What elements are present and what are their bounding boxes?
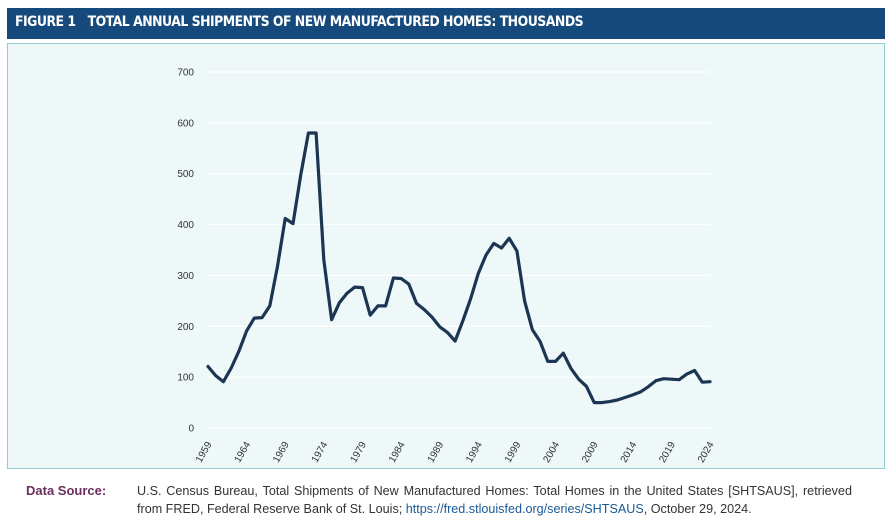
- chart-panel: 0 100 200 300 400 500 600 700 1959 1964 1969 1974 19…: [7, 43, 885, 469]
- y-tick-label: 0: [188, 424, 194, 435]
- y-tick-label: 100: [177, 373, 194, 384]
- x-tick-label: 1959: [194, 440, 215, 465]
- x-tick-label: 1974: [310, 440, 331, 465]
- series-line-0: [206, 131, 712, 405]
- x-tick-label: 1984: [387, 440, 408, 465]
- x-tick-label: 1994: [464, 440, 485, 465]
- figure-header: FIGURE 1 TOTAL ANNUAL SHIPMENTS OF NEW MA…: [7, 8, 885, 39]
- y-tick-label: 500: [177, 169, 194, 180]
- x-tick-label: 1969: [271, 440, 292, 465]
- y-tick-label: 300: [177, 271, 194, 282]
- source-text: U.S. Census Bureau, Total Shipments of N…: [137, 482, 852, 518]
- y-tick-label: 400: [177, 220, 194, 231]
- x-tick-label: 1964: [233, 440, 254, 465]
- x-tick-label: 1989: [426, 440, 447, 465]
- figure-label: FIGURE 1: [15, 14, 76, 30]
- source-description: U.S. Census Bureau, Total Shipments of N…: [137, 484, 852, 516]
- x-tick-label: 2009: [580, 440, 601, 465]
- x-tick-label: 2014: [619, 440, 640, 465]
- line-chart: 0 100 200 300 400 500 600 700 1959 1964 1969 1974 19…: [177, 68, 717, 465]
- y-tick-label: 700: [177, 68, 194, 79]
- figure-title: TOTAL ANNUAL SHIPMENTS OF NEW MANUFACTUR…: [87, 14, 584, 30]
- source-date: , October 29, 2024.: [643, 502, 752, 516]
- source-label: Data Source:: [26, 483, 107, 498]
- x-tick-label: 2024: [696, 440, 717, 465]
- y-tick-label: 600: [177, 118, 194, 129]
- source-link[interactable]: https://fred.stlouisfed.org/series/SHTSA…: [405, 502, 644, 516]
- x-tick-label: 2004: [541, 440, 562, 465]
- x-tick-label: 2019: [657, 440, 678, 465]
- y-tick-label: 200: [177, 322, 194, 333]
- x-tick-label: 1999: [503, 440, 524, 465]
- x-tick-label: 1979: [348, 440, 369, 465]
